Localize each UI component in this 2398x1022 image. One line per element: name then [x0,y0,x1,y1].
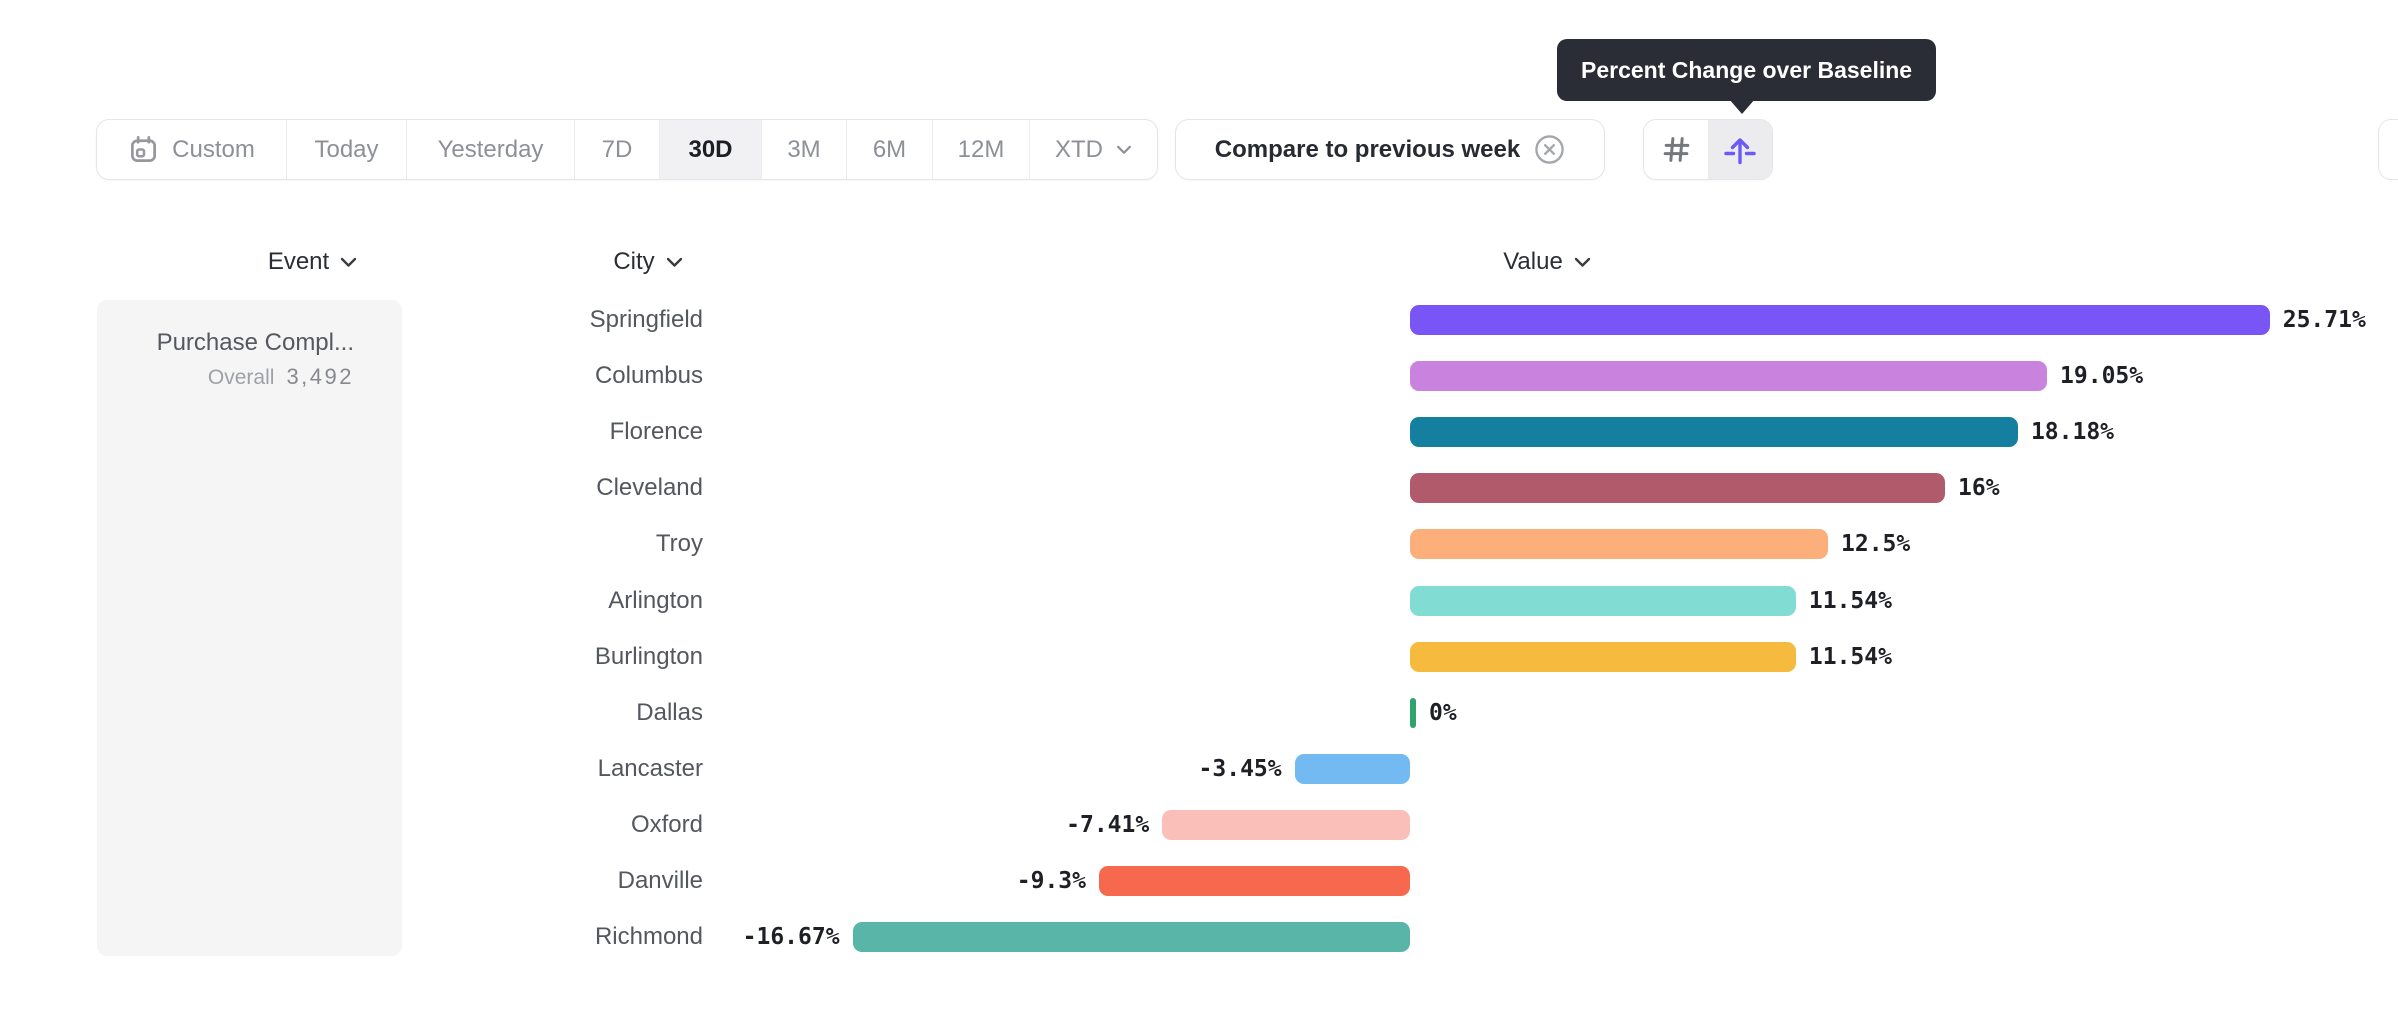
city-label-troy: Troy [655,530,703,558]
date-range-label: XTD [1055,135,1103,163]
value-label-danville: -9.3% [1016,868,1087,894]
city-label-oxford: Oxford [630,810,703,838]
bar-columbus[interactable] [1410,361,2048,392]
value-label-oxford: -7.41% [1066,811,1150,838]
chevron-down-icon [666,257,683,268]
city-label-richmond: Richmond [594,923,703,951]
bar-cleveland[interactable] [1410,473,1946,504]
city-label-dallas: Dallas [636,698,703,726]
bar-troy[interactable] [1410,529,1828,560]
chevron-down-icon [1574,257,1591,268]
view-toggle-group [1643,119,1773,180]
date-range-label: Yesterday [437,135,544,163]
date-range-today[interactable]: Today [286,120,406,179]
tooltip-caret [1729,99,1755,114]
percent-change-view-button[interactable] [1708,120,1772,179]
value-label-burlington: 11.54% [1808,643,1892,670]
city-label-danville: Danville [617,867,703,894]
toolbar-button-partial[interactable] [2378,119,2398,180]
date-range-label: 6M [872,135,907,163]
date-range-label: Today [314,135,379,163]
value-label-lancaster: -3.45% [1198,755,1282,782]
value-label-cleveland: 16% [1958,475,2000,502]
city-label-burlington: Burlington [594,642,703,670]
date-range-xtd[interactable]: XTD [1029,120,1157,179]
bar-dallas[interactable] [1410,697,1416,728]
value-label-dallas: 0% [1429,699,1457,726]
city-label-arlington: Arlington [608,586,703,614]
date-range-label: Custom [172,135,255,163]
tooltip: Percent Change over Baseline [1557,39,1937,101]
date-range-yesterday[interactable]: Yesterday [406,120,574,179]
value-label-troy: 12.5% [1841,531,1911,558]
bar-lancaster[interactable] [1294,753,1410,784]
numeric-view-button[interactable] [1644,120,1708,179]
date-range-toolbar: Custom Today Yesterday 7D 30D 3M 6M 12M XTD [96,119,1158,180]
column-header-value-label: Value [1503,248,1563,275]
compare-button[interactable]: Compare to previous week [1175,119,1605,180]
value-label-arlington: 11.54% [1808,587,1892,614]
remove-compare-icon[interactable] [1534,134,1565,165]
column-header-event-label: Event [267,248,330,275]
city-label-springfield: Springfield [589,306,703,333]
chevron-down-icon [340,257,357,268]
bar-springfield[interactable] [1410,305,2270,335]
column-header-value[interactable]: Value [1477,247,1617,277]
value-label-springfield: 25.71% [2282,307,2366,333]
value-label-florence: 18.18% [2030,419,2115,446]
tooltip-text: Percent Change over Baseline [1581,57,1913,83]
arrow-up-baseline-icon [1723,133,1757,167]
date-range-30d[interactable]: 30D [659,120,761,179]
event-overall-label: Overall [207,366,275,389]
bar-oxford[interactable] [1162,809,1410,840]
event-overall-value: 3,492 [286,364,354,389]
city-label-cleveland: Cleveland [596,474,703,502]
date-range-6m[interactable]: 6M [846,120,932,179]
chevron-down-icon [1116,145,1132,155]
column-header-city-label: City [613,248,655,275]
date-range-label: 30D [688,135,733,163]
event-subtitle: Overall 3,492 [117,364,354,391]
compare-label: Compare to previous week [1214,135,1521,163]
bar-richmond[interactable] [852,922,1410,953]
column-header-event[interactable]: Event [240,247,385,277]
value-label-columbus: 19.05% [2060,363,2144,390]
column-header-city[interactable]: City [578,247,718,277]
date-range-7d[interactable]: 7D [574,120,659,179]
date-range-label: 12M [957,135,1005,163]
bar-arlington[interactable] [1410,585,1796,616]
hash-icon [1660,133,1693,166]
bar-florence[interactable] [1410,417,2018,448]
event-card[interactable]: Purchase Compl... Overall 3,492 [97,300,402,956]
bar-danville[interactable] [1099,866,1410,896]
city-label-columbus: Columbus [594,362,703,390]
date-range-custom[interactable]: Custom [97,120,286,179]
city-label-lancaster: Lancaster [597,754,703,782]
calendar-icon [128,134,159,165]
date-range-label: 3M [787,135,821,163]
event-title: Purchase Compl... [156,329,354,356]
city-label-florence: Florence [609,418,703,446]
date-range-3m[interactable]: 3M [761,120,846,179]
date-range-label: 7D [601,135,633,163]
bar-burlington[interactable] [1410,641,1796,672]
value-label-richmond: -16.67% [742,924,840,951]
date-range-12m[interactable]: 12M [932,120,1029,179]
